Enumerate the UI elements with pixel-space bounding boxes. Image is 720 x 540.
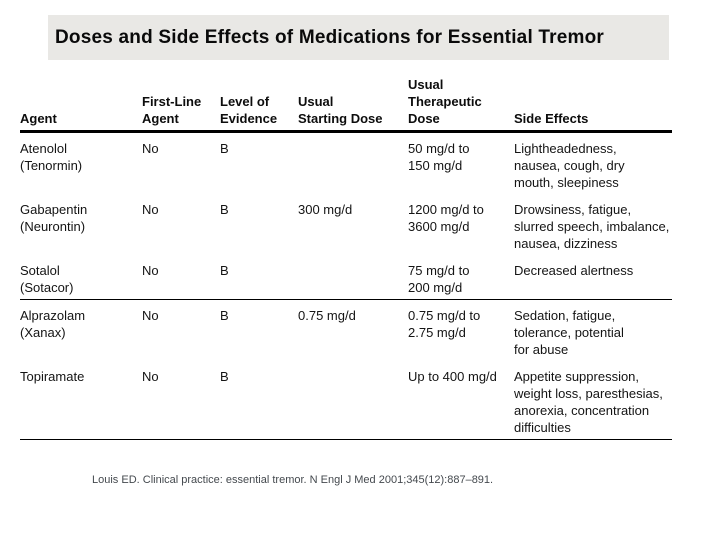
title-bar: Doses and Side Effects of Medications fo… — [48, 15, 669, 60]
cell-side-effects: Decreased alertness — [514, 255, 672, 300]
cell-first-line: No — [142, 141, 159, 156]
citation-text: Louis ED. Clinical practice: essential t… — [92, 474, 494, 486]
cell-evidence: B — [220, 202, 229, 217]
cell-therapeutic-dose: Up to 400 mg/d — [408, 361, 514, 440]
cell-first-line: No — [142, 255, 220, 300]
table-row-topiramate: Topiramate No B Up to 400 mg/d Appetite … — [20, 361, 672, 440]
cell-starting-dose — [298, 255, 408, 300]
column-header-first-line-agent: First-Line Agent — [142, 76, 220, 133]
column-header-side-effects: Side Effects — [514, 76, 672, 133]
cell-therapeutic-dose: 1200 mg/d to 3600 mg/d — [408, 202, 484, 234]
cell-first-line: No — [142, 308, 159, 323]
table-row-alprazolam: Alprazolam (Xanax) No B 0.75 mg/d 0.75 m… — [20, 300, 672, 362]
page-title: Doses and Side Effects of Medications fo… — [55, 26, 605, 48]
cell-agent: Topiramate — [20, 361, 142, 440]
cell-therapeutic-dose: 75 mg/d to 200 mg/d — [408, 255, 514, 300]
table-row-sotalol: Sotalol (Sotacor) No B 75 mg/d to 200 mg… — [20, 255, 672, 300]
column-header-usual-starting-dose: Usual Starting Dose — [298, 76, 408, 133]
table-row-atenolol: Atenolol (Tenormin) No B 50 mg/d to 150 … — [20, 132, 672, 195]
cell-evidence: B — [220, 308, 229, 323]
cell-agent: Atenolol (Tenormin) — [20, 141, 83, 173]
cell-therapeutic-dose: 50 mg/d to 150 mg/d — [408, 141, 470, 173]
cell-starting-dose: 300 mg/d — [298, 202, 353, 217]
cell-starting-dose — [298, 361, 408, 440]
cell-evidence: B — [220, 361, 298, 440]
cell-first-line: No — [142, 202, 159, 217]
medications-table: Agent First-Line Agent Level of Evidence… — [20, 76, 672, 440]
column-header-level-of-evidence: Level of Evidence — [220, 76, 298, 133]
cell-agent: Gabapentin (Neurontin) — [20, 202, 88, 234]
cell-agent: Sotalol (Sotacor) — [20, 255, 142, 300]
cell-side-effects: Drowsiness, fatigue, slurred speech, imb… — [514, 202, 670, 251]
cell-agent: Alprazolam (Xanax) — [20, 308, 86, 340]
cell-therapeutic-dose: 0.75 mg/d to 2.75 mg/d — [408, 308, 481, 340]
cell-side-effects: Sedation, fatigue, tolerance, potential … — [514, 308, 624, 357]
column-header-agent: Agent — [20, 76, 142, 133]
cell-first-line: No — [142, 361, 220, 440]
cell-side-effects: Appetite suppression, weight loss, pares… — [514, 361, 672, 440]
column-header-usual-therapeutic-dose: Usual Therapeutic Dose — [408, 76, 514, 133]
table-header: Agent First-Line Agent Level of Evidence… — [20, 76, 672, 133]
table-body: Atenolol (Tenormin) No B 50 mg/d to 150 … — [20, 132, 672, 440]
table-header-row: Agent First-Line Agent Level of Evidence… — [20, 76, 672, 133]
cell-side-effects: Lightheadedness, nausea, cough, dry mout… — [514, 141, 625, 190]
cell-starting-dose — [298, 132, 408, 195]
table-row-gabapentin: Gabapentin (Neurontin) No B 300 mg/d 120… — [20, 194, 672, 255]
cell-evidence: B — [220, 141, 229, 156]
cell-evidence: B — [220, 255, 298, 300]
cell-starting-dose: 0.75 mg/d — [298, 308, 356, 323]
